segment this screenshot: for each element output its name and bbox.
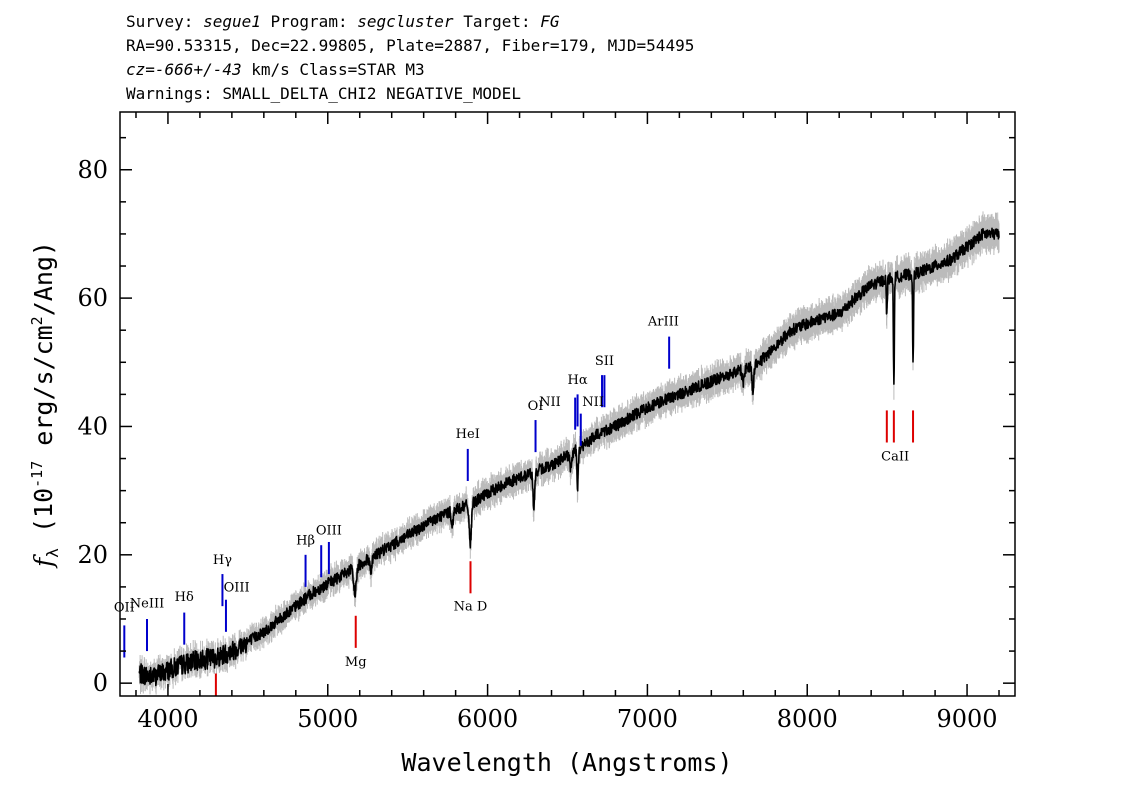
program-value: segcluster bbox=[357, 12, 454, 31]
survey-value: segue1 bbox=[203, 12, 261, 31]
plot-frame bbox=[119, 111, 1016, 697]
emission-line-label: Hδ bbox=[175, 590, 194, 605]
x-tick-label: 9000 bbox=[937, 705, 998, 733]
y-axis-title-units: erg/s/cm bbox=[29, 325, 58, 460]
emission-line-label: OIII bbox=[316, 523, 342, 538]
header-line-coords: RA=90.53315, Dec=22.99805, Plate=2887, F… bbox=[126, 36, 695, 55]
emission-line-label: Hα bbox=[568, 373, 588, 388]
axis-tick-labels: 4000 5000 6000 7000 8000 9000 0 20 40 60 80 bbox=[77, 156, 997, 733]
absorption-line-label: Na D bbox=[454, 600, 488, 615]
emission-line-label: NII bbox=[582, 395, 604, 410]
cz-key: cz= bbox=[126, 60, 155, 79]
y-tick-label: 80 bbox=[77, 156, 108, 184]
target-value: FG bbox=[540, 12, 560, 31]
emission-line-label: OI bbox=[528, 399, 544, 414]
y-axis-title-subscript: λ bbox=[43, 548, 62, 558]
y-tick-label: 0 bbox=[93, 669, 108, 697]
y-axis-title-exponent: -17 bbox=[28, 461, 46, 488]
emission-line-label: Hγ bbox=[213, 553, 232, 568]
y-tick-label: 40 bbox=[77, 412, 108, 440]
emission-line-label: NeIII bbox=[130, 596, 164, 611]
header-line-survey: Survey: segue1 Program: segcluster Targe… bbox=[126, 10, 694, 34]
y-axis-title-area-exponent: 2 bbox=[28, 316, 46, 325]
x-tick-label: 7000 bbox=[617, 705, 678, 733]
plot-area bbox=[123, 211, 1000, 696]
emission-line-label: SII bbox=[595, 354, 614, 369]
y-axis-title-suffix: /Ang) bbox=[29, 241, 58, 316]
y-axis-title: fλ (10-17 erg/s/cm2/Ang) bbox=[28, 241, 62, 569]
x-tick-label: 4000 bbox=[137, 705, 198, 733]
axis-ticks bbox=[120, 112, 1015, 696]
y-tick-label: 20 bbox=[77, 541, 108, 569]
x-tick-label: 8000 bbox=[777, 705, 838, 733]
emission-line-label: Hβ bbox=[296, 534, 315, 549]
y-axis-title-prefix: (10 bbox=[29, 488, 58, 548]
emission-line-label: OII bbox=[114, 600, 135, 615]
line-markers bbox=[123, 336, 915, 696]
emission-line-label: NII bbox=[539, 395, 561, 410]
header-line-redshift: cz=-666+/-43 km/s Class=STAR M3 bbox=[126, 58, 694, 82]
absorption-line-label: CaII bbox=[881, 449, 909, 464]
header-line-warnings: Warnings: SMALL_DELTA_CHI2 NEGATIVE_MODE… bbox=[126, 84, 521, 103]
program-key: Program: bbox=[270, 12, 348, 31]
x-tick-label: 5000 bbox=[297, 705, 358, 733]
x-tick-label: 6000 bbox=[457, 705, 518, 733]
y-axis-title-symbol: f bbox=[29, 554, 58, 569]
emission-line-label: OIII bbox=[224, 580, 250, 595]
emission-line-label: ArIII bbox=[647, 315, 679, 330]
cz-class: km/s Class=STAR M3 bbox=[241, 60, 425, 79]
cz-value: -666+/-43 bbox=[154, 60, 242, 79]
y-tick-label: 60 bbox=[77, 284, 108, 312]
target-key: Target: bbox=[463, 12, 531, 31]
flux-series-line bbox=[138, 227, 1000, 687]
absorption-line-label: Mg bbox=[345, 655, 367, 670]
x-axis-title: Wavelength (Angstroms) bbox=[401, 748, 732, 777]
survey-key: Survey: bbox=[126, 12, 194, 31]
emission-line-label: HeI bbox=[456, 427, 480, 442]
spectrum-header: Survey: segue1 Program: segcluster Targe… bbox=[126, 10, 694, 106]
